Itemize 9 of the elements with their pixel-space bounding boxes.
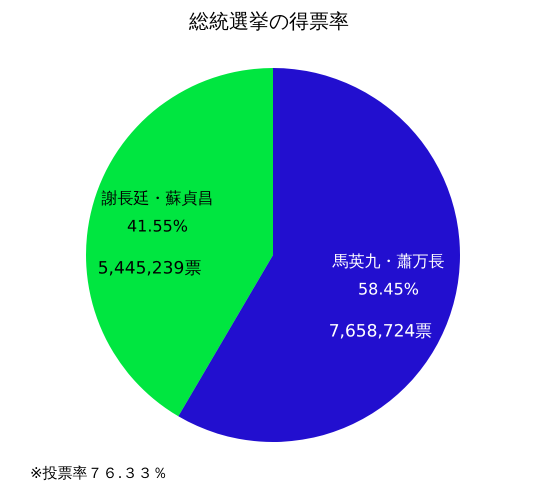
text: ※投票率７６.３３％: [30, 464, 168, 482]
data-label: 58.45%: [358, 279, 419, 298]
text: 7,658,724票: [328, 321, 432, 342]
data-label: 41.55%: [127, 216, 188, 236]
pie-slice: [86, 68, 273, 416]
slice-label: 謝長廷・蘇貞昌: [102, 188, 214, 208]
chart-title: 総統選挙の得票率: [188, 9, 349, 33]
slice-label: 馬英九・蕭万長: [331, 251, 444, 270]
text: 5,445,239票: [98, 258, 202, 279]
